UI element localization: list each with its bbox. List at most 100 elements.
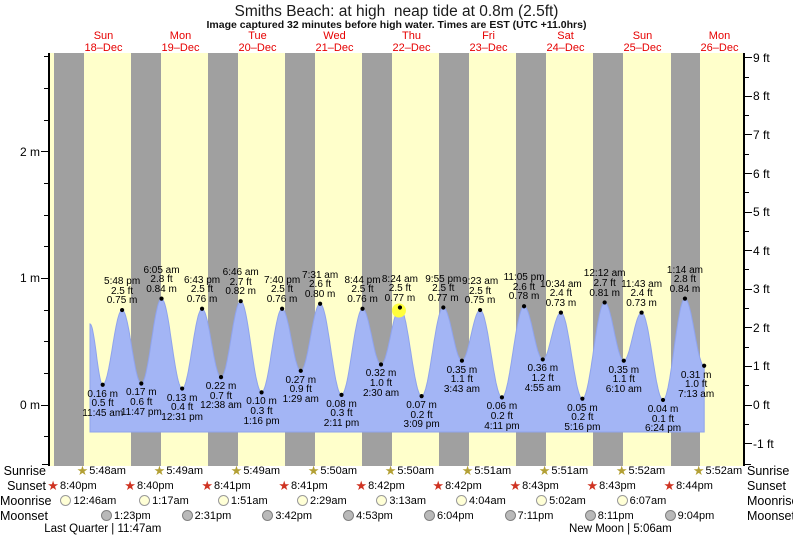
tide-extreme-dot bbox=[298, 368, 303, 373]
day-header: Wed 21–Dec bbox=[315, 30, 354, 54]
astro-entry-sunset: ★ 8:44pm bbox=[664, 479, 713, 492]
tide-label-line: 0.31 m bbox=[680, 369, 712, 381]
tide-label-line: 2.5 ft bbox=[388, 283, 412, 295]
left-axis-tick bbox=[44, 341, 49, 343]
astro-time: 3:13am bbox=[389, 494, 427, 507]
astro-time: 5:51am bbox=[474, 464, 512, 477]
tide-extreme-dot bbox=[602, 300, 607, 305]
tide-label-line: 2:11 pm bbox=[323, 418, 360, 430]
astro-time: 8:41pm bbox=[214, 479, 251, 492]
day-date: 22–Dec bbox=[392, 41, 431, 54]
right-axis-tick bbox=[744, 230, 749, 232]
tide-label-line: 0.78 m bbox=[508, 291, 540, 303]
right-axis-label: 0 ft bbox=[753, 398, 770, 412]
sunrise-star-icon: ★ bbox=[615, 463, 628, 478]
astro-entry-moonset: 8:11pm bbox=[584, 509, 634, 522]
day-name: Sat bbox=[557, 30, 574, 42]
tide-extreme-dot bbox=[540, 357, 545, 362]
tide-label-line: 2.8 ft bbox=[150, 274, 173, 286]
day-header: Fri 23–Dec bbox=[470, 30, 508, 54]
astro-time: 5:50am bbox=[320, 464, 358, 477]
astro-time: 5:52am bbox=[705, 464, 743, 477]
left-axis-tick bbox=[44, 436, 49, 438]
astro-time: 1:51am bbox=[230, 494, 268, 507]
astro-entry-sunrise: ★ 5:50am bbox=[385, 464, 434, 477]
astro-time: 6:04pm bbox=[436, 509, 474, 522]
day-header: Mon 19–Dec bbox=[162, 30, 200, 54]
row-label-moonrise-right: Moonrise bbox=[747, 494, 793, 508]
capture-time-marker bbox=[391, 303, 406, 318]
day-name: Wed bbox=[323, 30, 346, 42]
astro-time: 7:11pm bbox=[517, 509, 554, 522]
tide-label-line: 11:43 am bbox=[621, 278, 663, 290]
sunset-star-icon: ★ bbox=[432, 478, 445, 493]
tide-label-line: 0.06 m bbox=[486, 401, 518, 413]
right-axis-tick bbox=[744, 250, 752, 252]
tide-extreme-dot bbox=[318, 301, 323, 306]
tide-label-line: 0.4 ft bbox=[171, 402, 194, 414]
tide-label-line: 0.6 ft bbox=[130, 397, 153, 409]
astro-entry-sunset: ★ 8:43pm bbox=[509, 479, 558, 492]
tide-label-low: 0.17 m 0.6 ft 11:47 pm bbox=[121, 388, 162, 417]
tide-label-line: 2.5 ft bbox=[468, 285, 492, 297]
tide-label-high: 8:44 pm 2.5 ft 0.76 m bbox=[344, 275, 380, 305]
tide-label-line: 2.6 ft bbox=[308, 279, 332, 291]
tide-label-line: 2.5 ft bbox=[110, 285, 134, 297]
right-axis-label: 9 ft bbox=[753, 50, 770, 65]
tide-label-line: 10:34 am bbox=[540, 278, 582, 290]
left-axis-tick bbox=[44, 246, 49, 248]
tide-label-high: 5:48 pm 2.5 ft 0.75 m bbox=[104, 277, 140, 306]
astro-time: 1:17am bbox=[152, 494, 189, 507]
astro-entry-moonrise: 12:46am bbox=[60, 494, 116, 507]
tide-label-line: 0.76 m bbox=[186, 293, 218, 305]
astro-time: 8:40pm bbox=[59, 479, 97, 492]
tide-label-line: 1:29 am bbox=[282, 394, 319, 405]
tide-label-low: 0.31 m 1.0 ft 7:13 am bbox=[678, 369, 714, 400]
row-label-sunset-right: Sunset bbox=[747, 479, 786, 493]
astro-time: 2:29am bbox=[309, 494, 347, 507]
tide-label-low: 0.35 m 1.1 ft 6:10 am bbox=[606, 365, 642, 395]
tide-label-low: 0.06 m 0.2 ft 4:11 pm bbox=[484, 402, 519, 431]
astro-entry-moonrise: 3:13am bbox=[376, 494, 426, 507]
astro-entry-moonrise: 4:04am bbox=[456, 494, 506, 507]
tide-label-low: 0.13 m 0.4 ft 12:31 pm bbox=[161, 393, 203, 423]
astro-entry-sunset: ★ 8:40pm bbox=[124, 479, 173, 492]
sunset-star-icon: ★ bbox=[278, 478, 290, 493]
tide-label-high: 11:05 pm 2.6 ft 0.78 m bbox=[504, 273, 545, 302]
moonrise-circle-icon bbox=[376, 495, 388, 506]
right-axis-tick bbox=[744, 327, 752, 329]
left-axis-tick bbox=[44, 372, 49, 374]
sunset-star-icon: ★ bbox=[355, 478, 368, 493]
tide-label-line: 2:30 am bbox=[362, 387, 400, 399]
tide-label-line: 7:31 am bbox=[302, 269, 339, 281]
tide-label-line: 6:46 am bbox=[222, 267, 259, 279]
tide-extreme-dot bbox=[660, 397, 666, 403]
tide-label-line: 6:05 am bbox=[143, 264, 180, 276]
tide-label-line: 0.22 m bbox=[205, 381, 237, 393]
sunrise-star-icon: ★ bbox=[461, 463, 474, 478]
day-header: Sun 25–Dec bbox=[624, 30, 662, 54]
tide-label-line: 0.17 m bbox=[126, 387, 157, 399]
astro-entry-sunrise: ★ 5:49am bbox=[231, 464, 280, 477]
row-label-moonrise-left: Moonrise bbox=[0, 494, 52, 508]
tide-extreme-dot bbox=[279, 306, 285, 311]
astro-time: 8:42pm bbox=[368, 479, 405, 492]
astro-time: 4:04am bbox=[469, 494, 506, 507]
row-label-sunset-left: Sunset bbox=[7, 479, 46, 493]
day-date: 21–Dec bbox=[315, 41, 354, 54]
moonrise-circle-icon bbox=[616, 495, 628, 506]
astro-time: 6:07am bbox=[629, 494, 667, 507]
tide-label-line: 0.7 ft bbox=[209, 390, 233, 402]
tide-extreme-dot bbox=[218, 375, 224, 380]
astro-time: 5:48am bbox=[89, 464, 126, 477]
tide-label-line: 1:16 pm bbox=[243, 415, 280, 427]
astro-time: 1:23pm bbox=[113, 509, 151, 522]
tide-extreme-dot bbox=[238, 299, 243, 304]
tide-label-line: 1.2 ft bbox=[531, 373, 554, 385]
astro-entry-moonset: 1:23pm bbox=[100, 509, 151, 522]
tide-label-line: 6:24 pm bbox=[644, 423, 682, 435]
tide-label-high: 11:43 am 2.4 ft 0.73 m bbox=[621, 278, 663, 309]
tide-label-line: 11:05 pm bbox=[503, 272, 545, 284]
tide-label-line: 6:43 pm bbox=[183, 274, 221, 286]
left-axis-tick bbox=[44, 88, 49, 89]
